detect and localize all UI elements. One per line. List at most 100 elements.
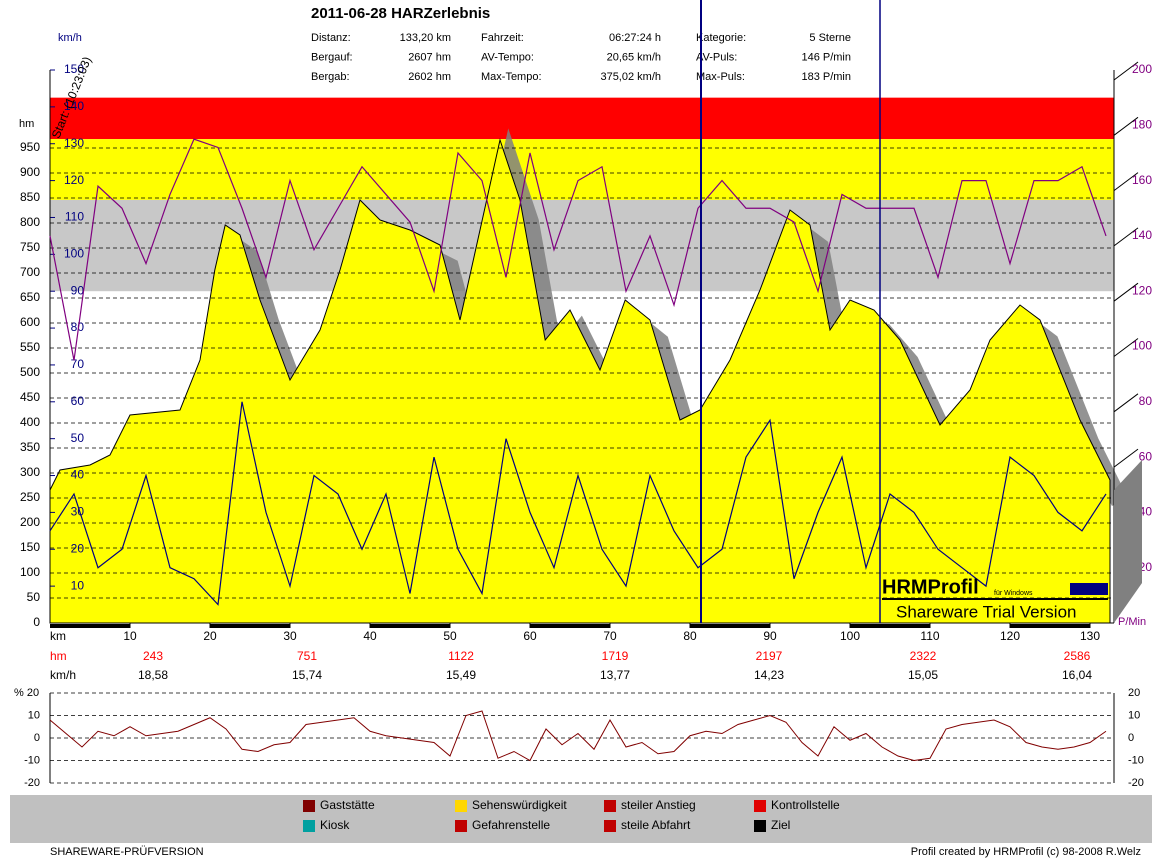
legend-icon <box>303 820 315 832</box>
y-tick-label: 950 <box>20 140 40 154</box>
legend-label: Gaststätte <box>320 798 375 812</box>
km-bar <box>1010 624 1090 628</box>
watermark-sub: für Windows <box>994 590 1033 597</box>
stat-label: Distanz: <box>311 32 351 44</box>
y2-label: P/Min <box>1118 616 1146 628</box>
stat-value: 133,20 km <box>400 32 451 44</box>
y3-tick-label: 20 <box>71 541 85 555</box>
y-label: % 20 <box>14 687 39 699</box>
y-tick-label: 0 <box>34 732 40 744</box>
y-tick-label: 0 <box>33 615 40 629</box>
y-tick-label: 650 <box>20 290 40 304</box>
y-tick-label: 300 <box>20 465 40 479</box>
km-bar <box>50 624 130 628</box>
y2-tick <box>1113 448 1139 468</box>
stat-label: Max-Puls: <box>696 71 745 83</box>
legend-icon <box>604 800 616 812</box>
axis-3d <box>1114 460 1142 623</box>
legend-bar <box>10 795 1152 843</box>
km-bar <box>530 624 610 628</box>
hr-zone <box>50 97 1114 140</box>
y2-tick <box>1113 282 1139 302</box>
km-bar <box>690 624 770 628</box>
watermark-name: HRMProfil <box>882 576 979 598</box>
segment-hm: 1122 <box>448 649 474 663</box>
segment-kmh: 13,77 <box>600 668 630 682</box>
y3-tick-label: 150 <box>64 62 84 76</box>
y2-tick-label: 180 <box>1132 117 1152 131</box>
y3-tick-label: 50 <box>71 431 85 445</box>
y-tick-label: 250 <box>20 490 40 504</box>
y-tick-label: 150 <box>20 540 40 554</box>
y-tick-label: 400 <box>20 415 40 429</box>
y2-tick-label: 40 <box>1139 505 1153 519</box>
stat-label: Max-Tempo: <box>481 71 542 83</box>
y3-label: km/h <box>58 32 82 44</box>
y-label: hm <box>19 118 34 130</box>
y-tick-label: 750 <box>20 240 40 254</box>
y-tick-label: 450 <box>20 390 40 404</box>
y3-tick-label: 140 <box>64 99 84 113</box>
y3-tick-label: 40 <box>71 468 85 482</box>
speed-line <box>49 401 1107 606</box>
y3-tick-label: 90 <box>71 283 85 297</box>
y-tick-label: 350 <box>20 440 40 454</box>
y-tick-label: 900 <box>20 165 40 179</box>
title: 2011-06-28 HARZerlebnis <box>311 5 490 22</box>
y2-tick <box>1113 227 1139 247</box>
x-label: km <box>50 629 66 643</box>
y2-tick-label: -20 <box>1128 777 1144 789</box>
stat-value: 146 P/min <box>801 51 851 63</box>
y2-tick <box>1113 393 1139 413</box>
segment-hm: 1719 <box>602 649 629 663</box>
y-tick-label: 700 <box>20 265 40 279</box>
x-tick-label: 130 <box>1080 629 1100 643</box>
stat-value: 20,65 km/h <box>607 51 661 63</box>
stat-value: 2602 hm <box>408 71 451 83</box>
stat-value: 5 Sterne <box>809 32 851 44</box>
watermark-note: Shareware Trial Version <box>896 602 1076 621</box>
stat-label: Bergab: <box>311 71 350 83</box>
km-bar <box>370 624 450 628</box>
y2-tick-label: 160 <box>1132 173 1152 187</box>
legend-label: Gefahrenstelle <box>472 818 550 832</box>
stat-value: 2607 hm <box>408 51 451 63</box>
x-tick-label: 100 <box>840 629 860 643</box>
elevation-area <box>49 138 1111 624</box>
y3-tick-label: 80 <box>71 320 85 334</box>
legend-icon <box>455 800 467 812</box>
y2-tick-label: 60 <box>1139 449 1153 463</box>
km-bar <box>850 624 930 628</box>
stat-label: AV-Tempo: <box>481 51 534 63</box>
x-tick-label: 30 <box>283 629 297 643</box>
y-tick-label: 100 <box>20 565 40 579</box>
segment-kmh: 18,58 <box>138 668 168 682</box>
y2-tick <box>1113 116 1139 136</box>
legend-icon <box>455 820 467 832</box>
y2-tick-label: 140 <box>1132 228 1152 242</box>
y2-tick <box>1113 172 1139 192</box>
y2-tick-label: 20 <box>1139 560 1153 574</box>
y-tick-label: 850 <box>20 190 40 204</box>
legend-label: steile Abfahrt <box>621 818 691 832</box>
legend-icon <box>754 820 766 832</box>
x-tick-label: 50 <box>443 629 457 643</box>
y2-tick-label: 200 <box>1132 62 1152 76</box>
y3-tick-label: 10 <box>71 578 85 592</box>
y-tick-label: 500 <box>20 365 40 379</box>
footer-right: Profil created by HRMProfil (c) 98-2008 … <box>911 846 1141 858</box>
y3-tick-label: 130 <box>64 136 84 150</box>
x-tick-label: 20 <box>203 629 217 643</box>
y2-tick <box>1113 338 1139 357</box>
y-tick-label: -10 <box>24 754 40 766</box>
y2-tick-label: -10 <box>1128 754 1144 766</box>
segment-kmh: 15,49 <box>446 668 476 682</box>
legend-label: Sehenswürdigkeit <box>472 798 567 812</box>
x-tick-label: 120 <box>1000 629 1020 643</box>
segment-hm: 243 <box>143 649 163 663</box>
x-tick-label: 90 <box>763 629 777 643</box>
y-tick-label: 800 <box>20 215 40 229</box>
segment-kmh-label: km/h <box>50 668 76 682</box>
y2-tick-label: 20 <box>1128 687 1140 699</box>
